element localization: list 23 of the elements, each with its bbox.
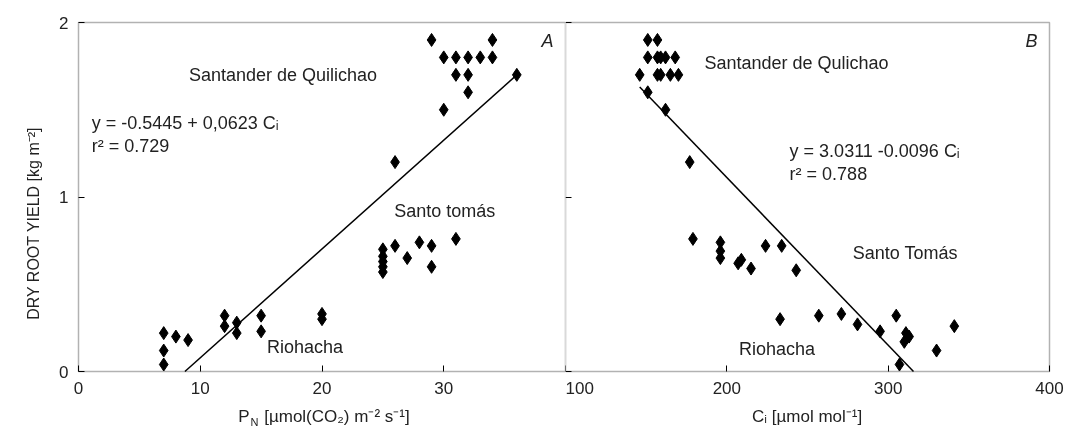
- y-tick-label: 0: [59, 362, 69, 382]
- x-tick-label: 0: [73, 378, 84, 398]
- annotation: B: [1025, 30, 1038, 51]
- x-tick-label: 400: [1035, 378, 1064, 398]
- y-tick-label: 1: [59, 188, 69, 207]
- x-tick-label: 300: [873, 378, 903, 398]
- y-axis-title: DRY ROOT YIELD [kg m⁻²]: [25, 127, 43, 320]
- annotation: y = -0.5445 + 0,0623 Cᵢ r² = 0.729: [91, 113, 279, 157]
- x-tick-label: 100: [565, 378, 594, 398]
- x-tick-label: 20: [312, 378, 332, 398]
- annotation: Santander de Quilichao: [188, 64, 378, 85]
- annotation: Santo Tomás: [852, 242, 958, 263]
- x-axis-title: Cᵢ [µmol mol⁻¹]: [752, 407, 863, 426]
- annotation: A: [540, 30, 554, 51]
- annotation: Santander de Qulichao: [704, 52, 889, 73]
- annotation: y = 3.0311 -0.0096 Cᵢ r² = 0.788: [789, 141, 960, 185]
- annotation: Santo tomás: [394, 200, 496, 221]
- x-tick-label: 200: [712, 378, 742, 398]
- x-tick-label: 10: [190, 378, 210, 398]
- annotation: Riohacha: [266, 337, 344, 358]
- annotation: Riohacha: [738, 338, 817, 359]
- y-tick-label: 2: [59, 13, 69, 33]
- x-tick-label: 30: [434, 378, 454, 398]
